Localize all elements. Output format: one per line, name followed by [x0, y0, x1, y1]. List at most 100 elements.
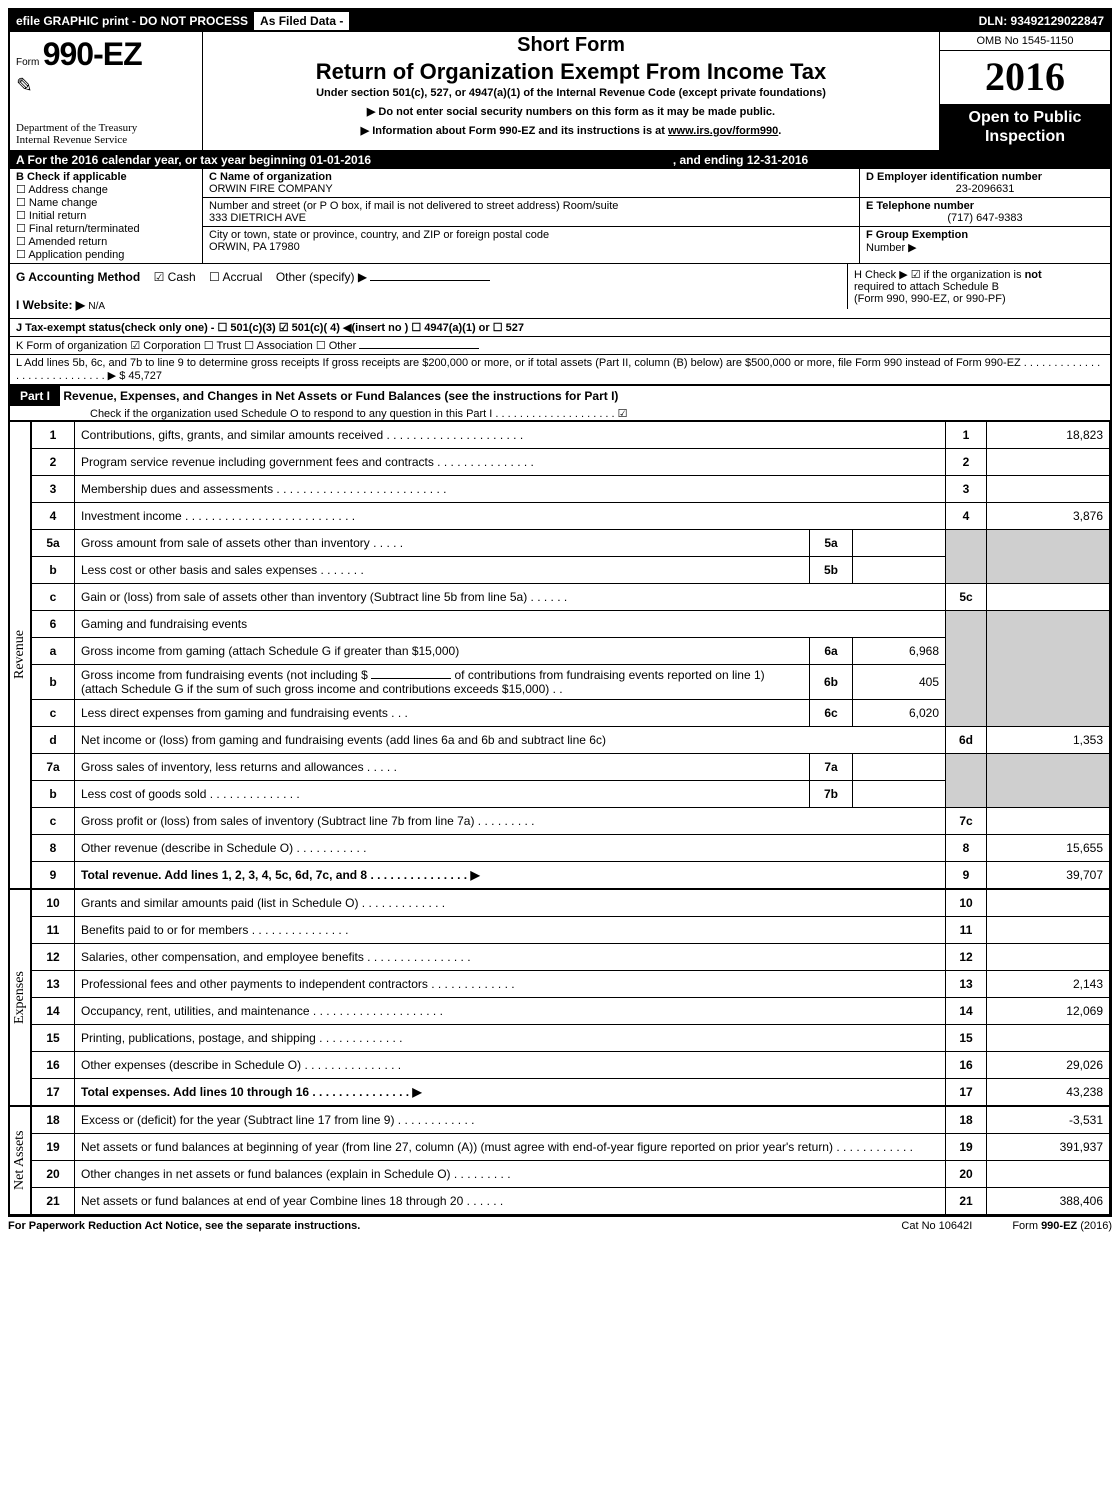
- check-amended-return[interactable]: Amended return: [16, 236, 107, 248]
- check-initial-return[interactable]: Initial return: [16, 210, 86, 222]
- top-bar: efile GRAPHIC print - DO NOT PROCESS As …: [10, 10, 1110, 32]
- col-b-checks: B Check if applicable Address change Nam…: [10, 169, 203, 263]
- ein-value: 23-2096631: [866, 183, 1104, 195]
- revenue-section: Revenue 1Contributions, gifts, grants, a…: [10, 421, 1110, 889]
- expenses-section: Expenses 10Grants and similar amounts pa…: [10, 889, 1110, 1106]
- g-label: G Accounting Method: [16, 270, 140, 284]
- check-application-pending[interactable]: Application pending: [16, 249, 124, 261]
- c-label: C Name of organization: [209, 171, 332, 183]
- revenue-side-label: Revenue: [10, 421, 31, 889]
- treasury-dept: Department of the Treasury Internal Reve…: [16, 122, 196, 146]
- row-b-label: B Check if applicable: [16, 171, 127, 183]
- line-5a: 5aGross amount from sale of assets other…: [32, 530, 1110, 557]
- other-org-input[interactable]: [359, 348, 479, 349]
- identity-block: B Check if applicable Address change Nam…: [10, 169, 1110, 264]
- part1-header-row: Part I Revenue, Expenses, and Changes in…: [10, 385, 1110, 421]
- line-7c: cGross profit or (loss) from sales of in…: [32, 808, 1110, 835]
- h-line3: (Form 990, 990-EZ, or 990-PF): [854, 293, 1006, 305]
- line-6: 6Gaming and fundraising events: [32, 611, 1110, 638]
- row-a-begin: A For the 2016 calendar year, or tax yea…: [16, 153, 371, 167]
- row-l: L Add lines 5b, 6c, and 7b to line 9 to …: [10, 355, 1110, 385]
- phone-value: (717) 647-9383: [866, 212, 1104, 224]
- line-12: 12Salaries, other compensation, and empl…: [32, 944, 1110, 971]
- cash-check[interactable]: ☑ Cash: [154, 270, 196, 284]
- form-ref: Form 990-EZ (2016): [1012, 1220, 1112, 1232]
- line-17: 17Total expenses. Add lines 10 through 1…: [32, 1079, 1110, 1106]
- form-header: Form 990-EZ ✎ Department of the Treasury…: [10, 32, 1110, 151]
- line-16: 16Other expenses (describe in Schedule O…: [32, 1052, 1110, 1079]
- part1-label: Part I: [10, 386, 60, 406]
- row-a-end: , and ending 12-31-2016: [673, 153, 808, 167]
- line-10: 10Grants and similar amounts paid (list …: [32, 890, 1110, 917]
- instr-ssn: ▶ Do not enter social security numbers o…: [209, 105, 933, 118]
- row-j: J Tax-exempt status(check only one) - ☐ …: [10, 319, 1110, 337]
- street-address: 333 DIETRICH AVE: [209, 212, 306, 224]
- line-8: 8Other revenue (describe in Schedule O) …: [32, 835, 1110, 862]
- irs-link[interactable]: www.irs.gov/form990: [668, 125, 778, 137]
- line-15: 15Printing, publications, postage, and s…: [32, 1025, 1110, 1052]
- check-name-change[interactable]: Name change: [16, 197, 97, 209]
- row-k: K Form of organization ☑ Corporation ☐ T…: [10, 337, 1110, 355]
- other-specify: Other (specify) ▶: [276, 270, 367, 284]
- col-c-org: C Name of organization ORWIN FIRE COMPAN…: [203, 169, 859, 263]
- line-20: 20Other changes in net assets or fund ba…: [32, 1161, 1110, 1188]
- netassets-section: Net Assets 18Excess or (deficit) for the…: [10, 1106, 1110, 1215]
- part1-sub: Check if the organization used Schedule …: [10, 408, 628, 420]
- tax-year-row: A For the 2016 calendar year, or tax yea…: [10, 151, 1110, 169]
- expenses-side-label: Expenses: [10, 889, 31, 1106]
- line-2: 2Program service revenue including gover…: [32, 449, 1110, 476]
- h-line1: H Check ▶ ☑ if the organization is: [854, 269, 1025, 281]
- city-label: City or town, state or province, country…: [209, 229, 549, 241]
- line-9: 9Total revenue. Add lines 1, 2, 3, 4, 5c…: [32, 862, 1110, 889]
- line-1: 1Contributions, gifts, grants, and simil…: [32, 422, 1110, 449]
- line-3: 3Membership dues and assessments . . . .…: [32, 476, 1110, 503]
- return-title: Return of Organization Exempt From Incom…: [209, 59, 933, 85]
- phone-label: E Telephone number: [866, 200, 974, 212]
- footer: For Paperwork Reduction Act Notice, see …: [8, 1217, 1112, 1232]
- line-11: 11Benefits paid to or for members . . . …: [32, 917, 1110, 944]
- line-5c: cGain or (loss) from sale of assets othe…: [32, 584, 1110, 611]
- line-7a: 7aGross sales of inventory, less returns…: [32, 754, 1110, 781]
- h-block: H Check ▶ ☑ if the organization is not r…: [847, 264, 1110, 309]
- h-line2: required to attach Schedule B: [854, 281, 999, 293]
- line-21: 21Net assets or fund balances at end of …: [32, 1188, 1110, 1215]
- form-prefix: Form: [16, 57, 39, 68]
- instr-link: ▶ Information about Form 990-EZ and its …: [209, 124, 933, 137]
- other-input[interactable]: [370, 280, 490, 281]
- form-container: efile GRAPHIC print - DO NOT PROCESS As …: [8, 8, 1112, 1217]
- ein-label: D Employer identification number: [866, 171, 1042, 183]
- paperwork-notice: For Paperwork Reduction Act Notice, see …: [8, 1220, 360, 1232]
- asfiled-label: As Filed Data -: [254, 12, 349, 30]
- org-name: ORWIN FIRE COMPANY: [209, 183, 333, 195]
- efile-label: efile GRAPHIC print - DO NOT PROCESS: [10, 12, 254, 30]
- accrual-check[interactable]: ☐ Accrual: [209, 270, 262, 284]
- check-address-change[interactable]: Address change: [16, 184, 108, 196]
- omb-number: OMB No 1545-1150: [940, 32, 1110, 51]
- header-right: OMB No 1545-1150 2016 Open to PublicInsp…: [939, 32, 1110, 150]
- cat-no: Cat No 10642I: [901, 1220, 972, 1232]
- group-exemption-number: Number ▶: [866, 242, 917, 254]
- header-mid: Short Form Return of Organization Exempt…: [203, 32, 939, 150]
- part1-title: Revenue, Expenses, and Changes in Net As…: [63, 387, 618, 405]
- open-to-public-badge: Open to PublicInspection: [940, 104, 1110, 150]
- city-state-zip: ORWIN, PA 17980: [209, 241, 300, 253]
- line-6d: dNet income or (loss) from gaming and fu…: [32, 727, 1110, 754]
- group-exemption-label: F Group Exemption: [866, 229, 968, 241]
- netassets-side-label: Net Assets: [10, 1106, 31, 1215]
- line-4: 4Investment income . . . . . . . . . . .…: [32, 503, 1110, 530]
- line-19: 19Net assets or fund balances at beginni…: [32, 1134, 1110, 1161]
- line-14: 14Occupancy, rent, utilities, and mainte…: [32, 998, 1110, 1025]
- dln-label: DLN: 93492129022847: [973, 12, 1110, 30]
- addr-label: Number and street (or P O box, if mail i…: [209, 200, 618, 212]
- header-left: Form 990-EZ ✎ Department of the Treasury…: [10, 32, 203, 150]
- subtitle: Under section 501(c), 527, or 4947(a)(1)…: [209, 87, 933, 99]
- form-number: 990-EZ: [43, 36, 142, 72]
- website-value: N/A: [88, 301, 105, 312]
- col-d-right: D Employer identification number 23-2096…: [859, 169, 1110, 263]
- check-final-return[interactable]: Final return/terminated: [16, 223, 140, 235]
- contrib-input[interactable]: [371, 678, 451, 679]
- line-18: 18Excess or (deficit) for the year (Subt…: [32, 1107, 1110, 1134]
- line-13: 13Professional fees and other payments t…: [32, 971, 1110, 998]
- short-form-title: Short Form: [209, 34, 933, 57]
- accounting-row: G Accounting Method ☑ Cash ☐ Accrual Oth…: [10, 264, 1110, 319]
